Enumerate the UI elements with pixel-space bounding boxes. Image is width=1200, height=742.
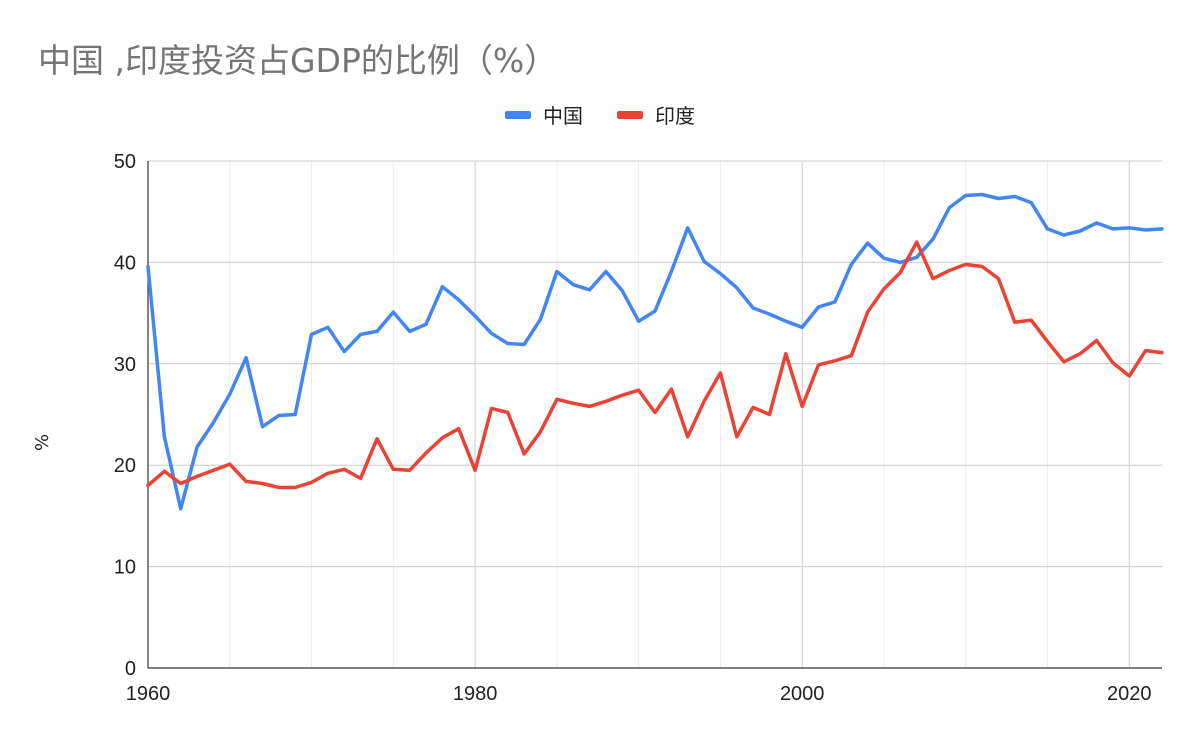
x-tick-label: 2000 [780, 683, 825, 705]
y-tick-label: 50 [114, 151, 136, 173]
legend-label-china: 中国 [543, 104, 583, 128]
x-tick-label: 1980 [453, 683, 498, 705]
y-tick-label: 10 [114, 557, 136, 579]
y-tick-label: 0 [125, 658, 136, 680]
legend-swatch-china [505, 110, 531, 119]
legend-item-china[interactable]: 中国 [505, 100, 583, 129]
y-tick-label: 20 [114, 455, 136, 477]
legend-label-india: 印度 [655, 104, 695, 128]
y-tick-label: 30 [114, 354, 136, 376]
y-tick-label: 40 [114, 252, 136, 274]
chart-legend: 中国 印度 [0, 100, 1200, 129]
legend-item-india[interactable]: 印度 [617, 100, 695, 129]
series-line-india [146, 240, 1164, 490]
x-tick-label: 1960 [126, 683, 171, 705]
series-line-china [146, 192, 1164, 511]
x-tick-label: 2020 [1107, 683, 1152, 705]
legend-swatch-india [617, 110, 643, 119]
chart-title: 中国 ,印度投资占GDP的比例（%） [38, 41, 558, 80]
